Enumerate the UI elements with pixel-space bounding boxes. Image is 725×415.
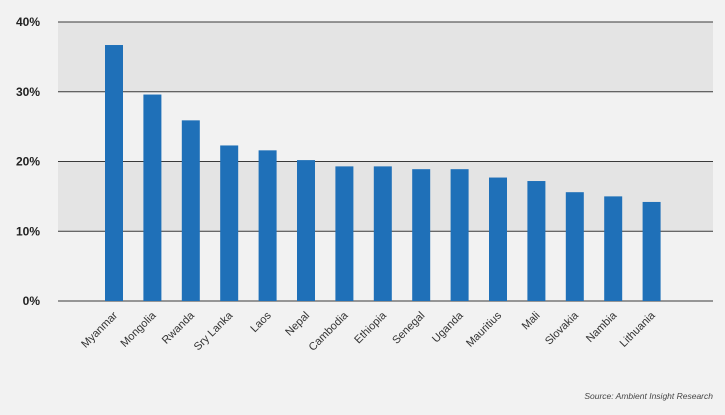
x-tick-label: Lithuania — [618, 309, 659, 350]
x-tick-label: Uganda — [430, 309, 466, 345]
bar-uganda — [450, 169, 469, 301]
x-tick-label: Cambodia — [307, 309, 352, 354]
x-tick-label: Myanmar — [79, 309, 120, 350]
y-tick-label: 0% — [23, 294, 41, 308]
band-30-40 — [58, 22, 713, 92]
x-tick-label: Nepal — [283, 310, 312, 339]
bar-senegal — [412, 169, 431, 301]
bar-laos — [258, 150, 277, 301]
bar-ethiopia — [373, 166, 392, 301]
y-tick-label: 40% — [16, 15, 40, 29]
x-tick-label: Sry Lanka — [192, 309, 236, 353]
bar-sry-lanka — [220, 145, 239, 301]
bars — [105, 45, 661, 301]
bar-rwanda — [181, 120, 200, 301]
x-tick-label: Senegal — [390, 310, 427, 347]
x-tick-label: Mongolia — [118, 309, 159, 350]
bar-cambodia — [335, 166, 354, 301]
bar-nepal — [297, 160, 315, 301]
bar-mongolia — [143, 94, 162, 301]
y-tick-label: 30% — [16, 85, 40, 99]
x-tick-label: Ethiopia — [352, 309, 389, 346]
x-tick-label: Nambia — [584, 309, 620, 345]
y-axis-ticks: 0% 10% 20% 30% 40% — [16, 15, 40, 308]
source-note: Source: Ambient Insight Research — [584, 391, 713, 401]
bar-nambia — [604, 196, 623, 301]
bar-mali — [527, 181, 546, 301]
y-tick-label: 10% — [16, 224, 40, 238]
x-tick-label: Rwanda — [160, 309, 198, 347]
bar-mauritius — [489, 177, 507, 301]
bar-slovakia — [565, 192, 584, 301]
x-tick-label: Slovakia — [543, 309, 582, 348]
bar-myanmar — [105, 45, 123, 301]
x-tick-label: Mali — [520, 310, 543, 333]
x-tick-label: Laos — [248, 309, 274, 335]
bar-lithuania — [642, 201, 661, 301]
y-tick-label: 20% — [16, 155, 40, 169]
x-tick-label: Mauritius — [464, 309, 504, 349]
